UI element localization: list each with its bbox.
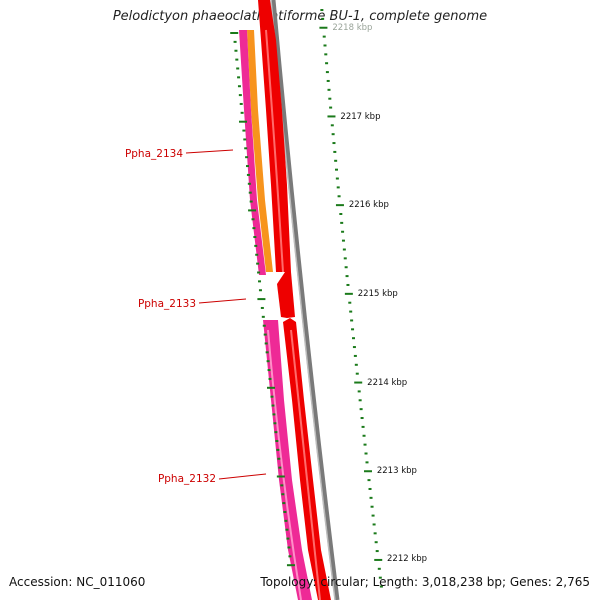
gene-feature-red-shade-lower <box>290 329 321 600</box>
gene-label-leader-ppha-2132 <box>218 473 267 480</box>
gene-label-ppha-2133[interactable]: Ppha_2133 <box>138 298 196 310</box>
scale-tick-label: 2217 kbp <box>340 112 380 122</box>
genome-summary-text: Topology: circular; Length: 3,018,238 bp… <box>260 575 590 589</box>
gene-label-ppha-2134[interactable]: Ppha_2134 <box>125 148 183 160</box>
scale-tick-track: 2218 kbp 2217 kbp 2216 kbp 2215 kbp 2214 kbp… <box>319 9 427 588</box>
gene-label-ppha-2132[interactable]: Ppha_2132 <box>158 473 216 485</box>
gene-feature-red-shade <box>265 29 284 273</box>
scale-tick-label: 2214 kbp <box>367 378 407 388</box>
gene-label-leader-ppha-2133 <box>198 298 247 304</box>
gene-feature-red-lower[interactable] <box>283 318 331 600</box>
gene-label-leader-ppha-2134 <box>185 149 234 154</box>
gene-feature-red-middle[interactable] <box>277 272 295 318</box>
scale-tick-label: 2215 kbp <box>358 289 398 299</box>
scale-tick-label: 2218 kbp <box>332 23 372 33</box>
scale-tick-label: 2216 kbp <box>349 200 389 210</box>
gene-feature-pink-lower[interactable] <box>263 320 312 600</box>
gene-feature-pink-upper[interactable] <box>239 30 266 275</box>
inner-tick-track <box>230 32 295 567</box>
accession-text: Accession: NC_011060 <box>9 575 146 589</box>
gene-feature-orange[interactable] <box>247 30 273 272</box>
scale-tick-label: 2212 kbp <box>387 554 427 564</box>
map-title: Pelodictyon phaeoclathratiforme BU-1, co… <box>112 9 488 24</box>
scale-tick-label: 2213 kbp <box>377 466 417 476</box>
backbone-line <box>270 0 340 600</box>
gene-feature-pink-shade <box>267 329 302 600</box>
